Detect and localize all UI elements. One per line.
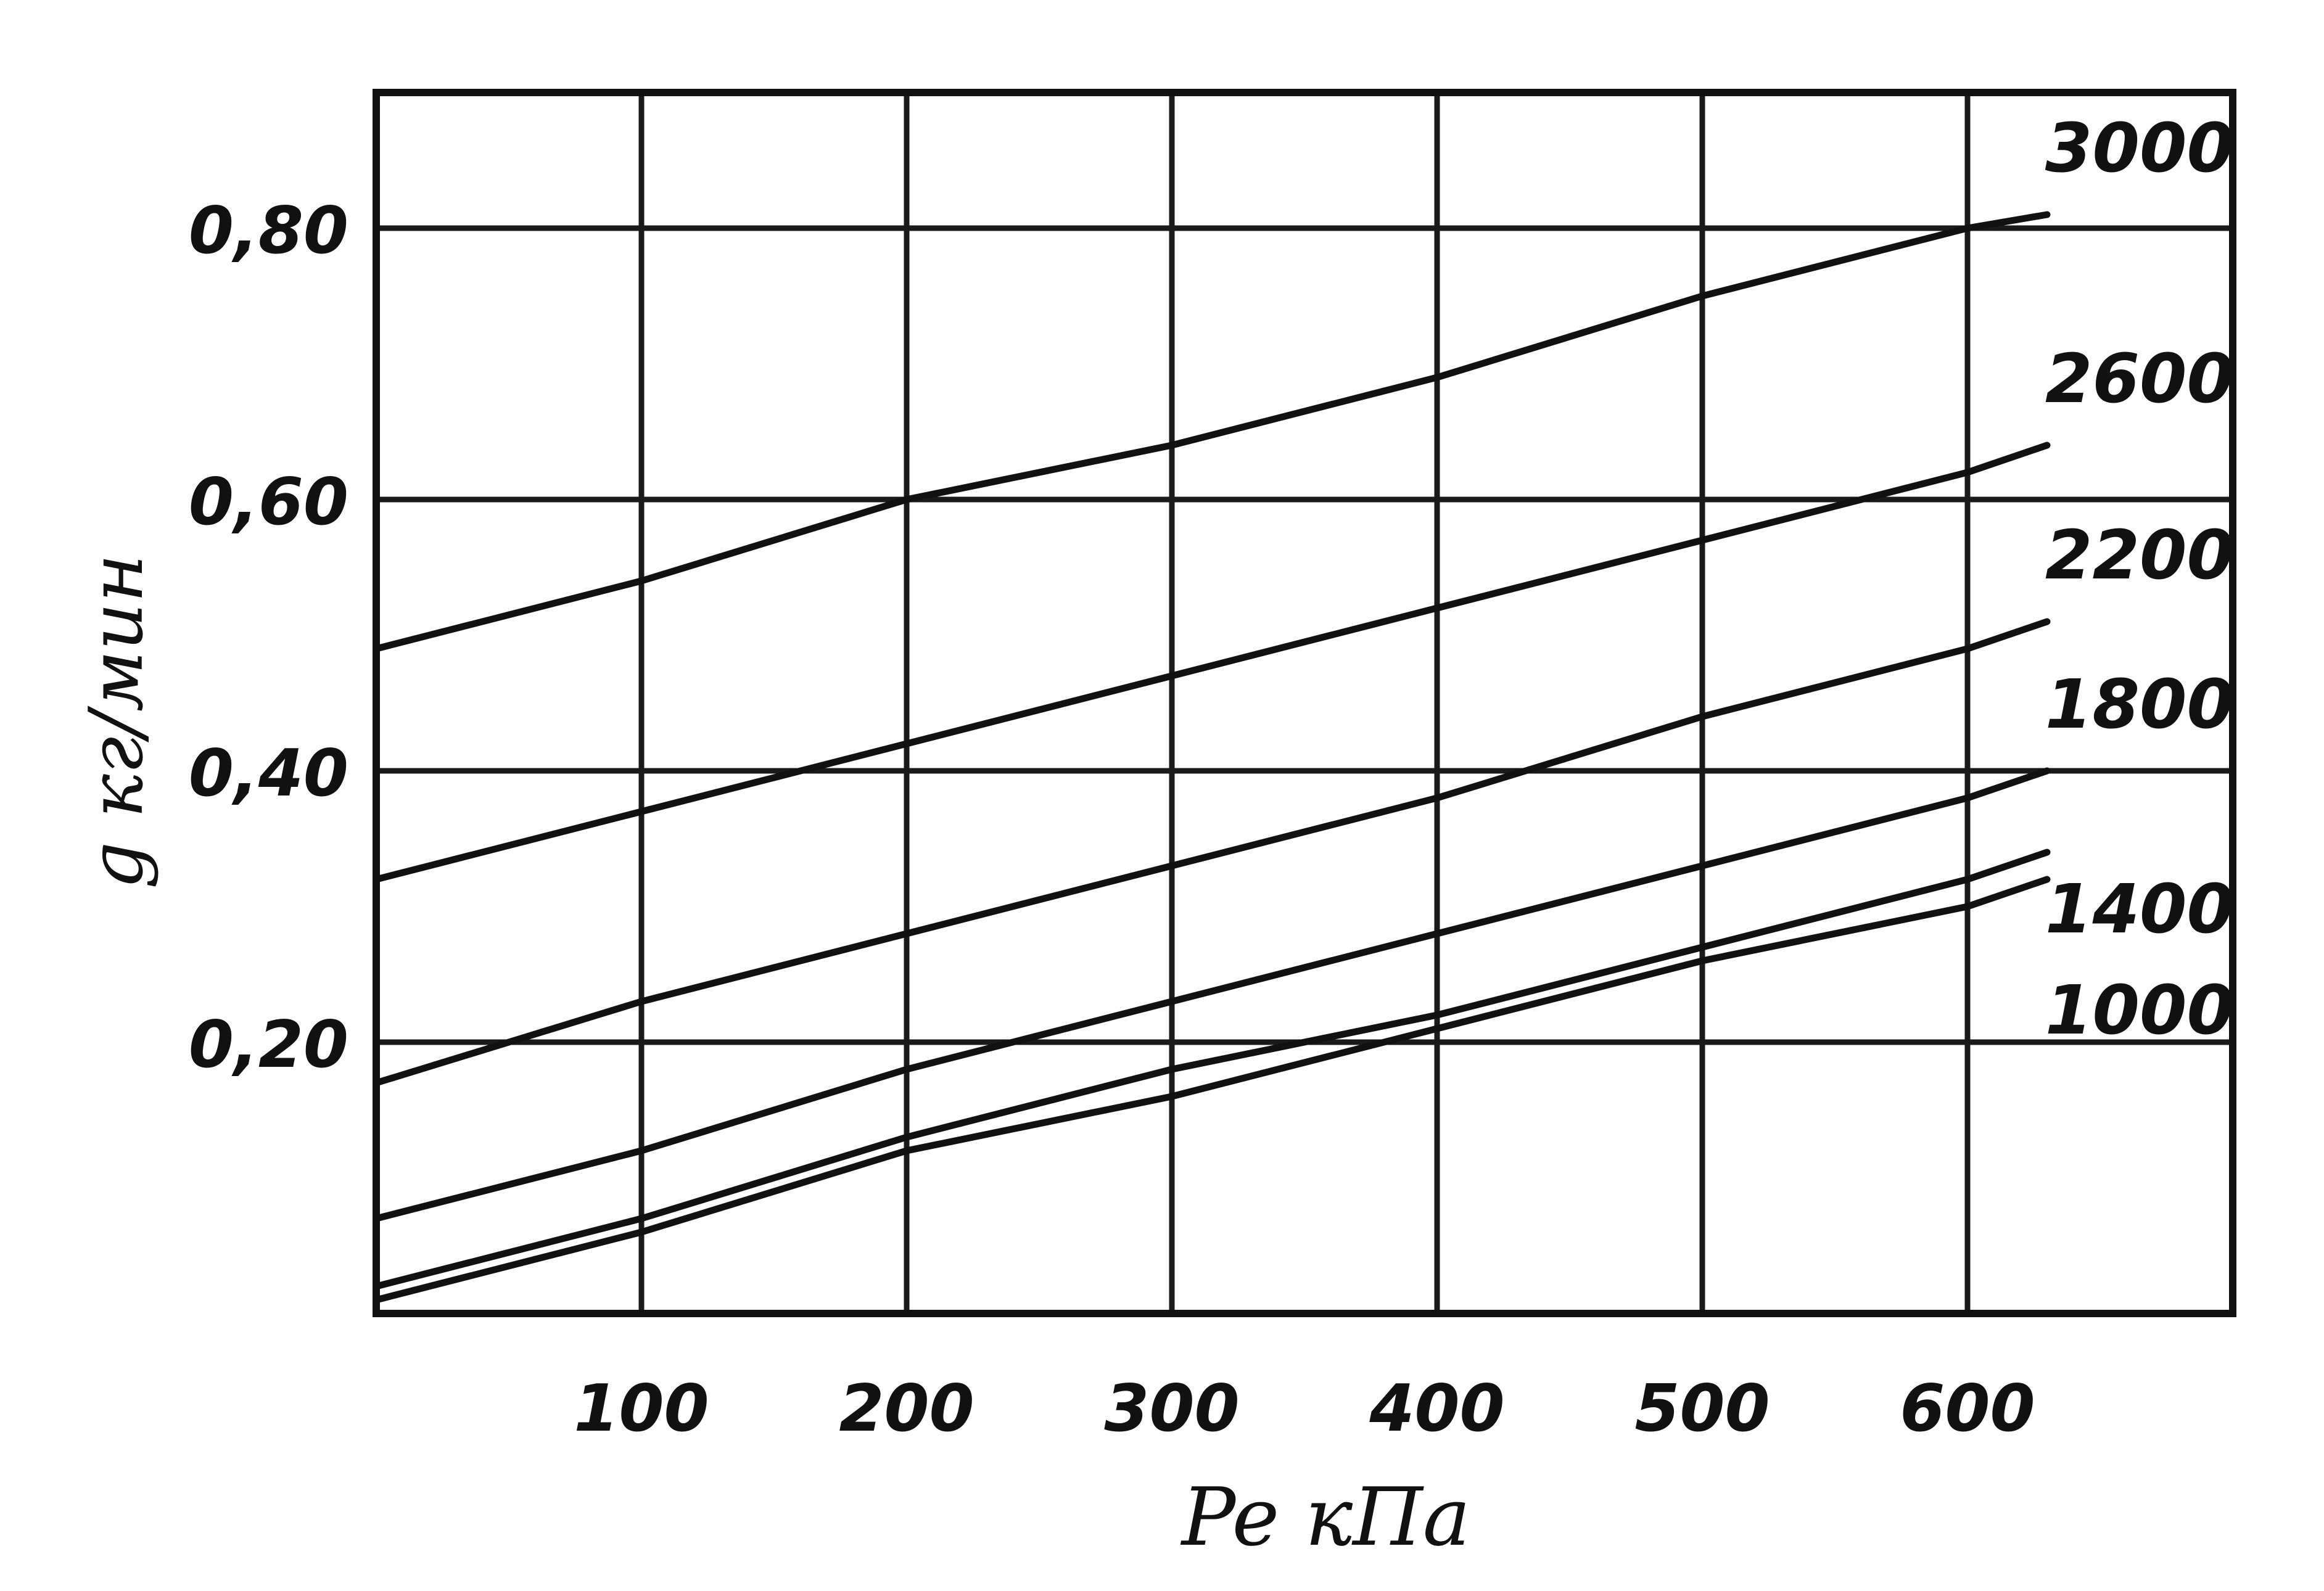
series-line-2600 (373, 442, 2051, 883)
series-line-1800 (373, 767, 2051, 1222)
x-tick-label: 200 (839, 1371, 974, 1446)
x-tick-label: 400 (1369, 1371, 1504, 1446)
series-label-1800: 1800 (2045, 665, 2234, 744)
series-line-3000 (373, 211, 2051, 652)
series-label-2200: 2200 (2045, 516, 2234, 594)
y-tick-label: 0,80 (189, 193, 348, 268)
grid (376, 92, 2233, 1314)
series-line-2200 (373, 618, 2051, 1087)
y-tick-label: 0,20 (189, 1007, 348, 1082)
series-label-1000: 1000 (2045, 971, 2234, 1050)
series-line-1400 (373, 849, 2051, 1290)
x-tick-label: 100 (574, 1371, 709, 1446)
x-tick-label: 600 (1900, 1371, 2035, 1446)
x-tick-label: 300 (1104, 1371, 1239, 1446)
y-tick-label: 0,40 (189, 736, 348, 811)
x-tick-label: 500 (1634, 1371, 1770, 1446)
series-label-2600: 2600 (2045, 339, 2234, 418)
series-lines (373, 211, 2051, 1304)
series-labels: 3000 2600 2200 1800 1400 1000 (2045, 109, 2234, 1050)
y-axis-title: g кг/мин (74, 554, 160, 889)
x-axis-title: Pe кПа (1181, 1470, 1470, 1564)
series-line-1000 (373, 876, 2051, 1304)
series-label-3000: 3000 (2045, 109, 2234, 187)
plot-frame (373, 89, 2236, 1317)
y-tick-label: 0,60 (189, 464, 348, 540)
tick-labels: 100 200 300 400 500 600 0,20 0,40 0,60 0,80 (189, 193, 2035, 1446)
series-label-1400: 1400 (2045, 870, 2234, 948)
